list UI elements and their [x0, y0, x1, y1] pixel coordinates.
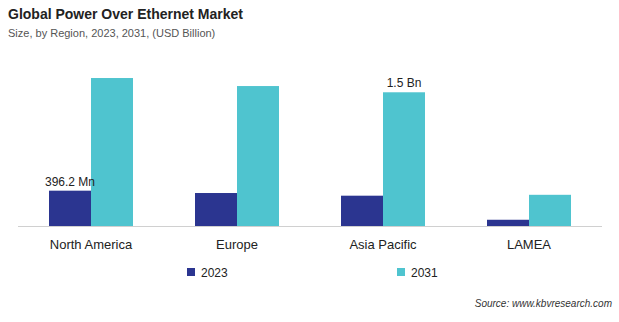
bars — [49, 78, 571, 226]
bar — [49, 191, 91, 226]
legend-label: 2023 — [201, 266, 228, 280]
legend-swatch — [397, 268, 405, 276]
source: Source: www.kbvresearch.com — [475, 298, 612, 309]
bar — [237, 86, 279, 226]
legend: 2023 2031 — [187, 266, 438, 280]
x-tick-label: Europe — [216, 237, 258, 252]
bar — [91, 78, 133, 226]
x-axis-line — [18, 226, 602, 227]
chart-svg: Global Power Over Ethernet Market Size, b… — [0, 0, 619, 322]
legend-swatch — [187, 268, 195, 276]
title: Global Power Over Ethernet Market — [8, 6, 243, 22]
chart-container: Global Power Over Ethernet Market Size, b… — [0, 0, 619, 322]
subtitle: Size, by Region, 2023, 2031, (USD Billio… — [8, 27, 215, 39]
x-tick-label: LAMEA — [507, 237, 551, 252]
data-label: 396.2 Mn — [45, 175, 95, 189]
data-labels: 396.2 Mn 1.5 Bn — [45, 76, 421, 188]
bar — [529, 195, 571, 226]
page: {"chart_data": {"type": "bar", "title": … — [0, 0, 619, 322]
bar — [341, 196, 383, 226]
x-tick-label: North America — [50, 237, 133, 252]
legend-label: 2031 — [411, 266, 438, 280]
x-tick-label: Asia Pacific — [349, 237, 417, 252]
bar — [487, 220, 529, 226]
bar — [383, 92, 425, 226]
data-label: 1.5 Bn — [387, 76, 422, 90]
bar — [195, 193, 237, 226]
